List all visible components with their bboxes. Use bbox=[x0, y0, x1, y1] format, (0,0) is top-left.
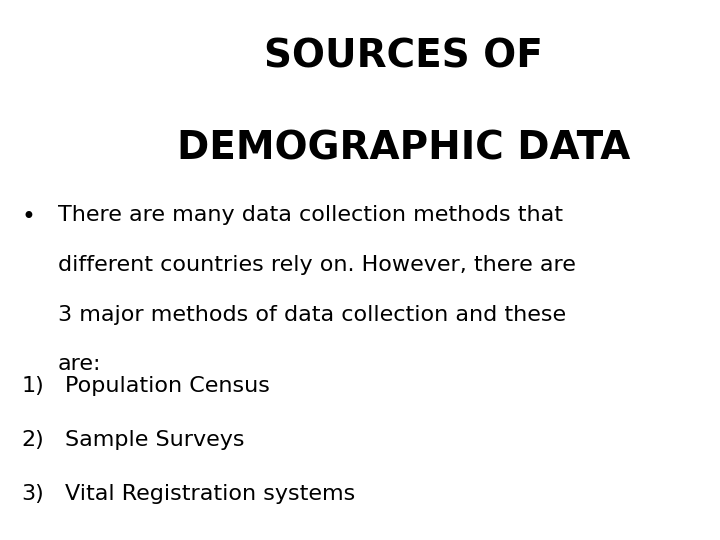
Text: •: • bbox=[22, 205, 35, 229]
Text: 3 major methods of data collection and these: 3 major methods of data collection and t… bbox=[58, 305, 566, 325]
Text: Population Census: Population Census bbox=[65, 376, 270, 396]
Text: Vital Registration systems: Vital Registration systems bbox=[65, 484, 355, 504]
Text: Sample Surveys: Sample Surveys bbox=[65, 430, 244, 450]
Text: different countries rely on. However, there are: different countries rely on. However, th… bbox=[58, 255, 575, 275]
Text: 3): 3) bbox=[22, 484, 45, 504]
Text: 1): 1) bbox=[22, 376, 45, 396]
Text: SOURCES OF: SOURCES OF bbox=[264, 38, 543, 76]
Text: There are many data collection methods that: There are many data collection methods t… bbox=[58, 205, 562, 225]
Text: 2): 2) bbox=[22, 430, 45, 450]
Text: DEMOGRAPHIC DATA: DEMOGRAPHIC DATA bbox=[176, 130, 630, 167]
Text: are:: are: bbox=[58, 354, 101, 374]
